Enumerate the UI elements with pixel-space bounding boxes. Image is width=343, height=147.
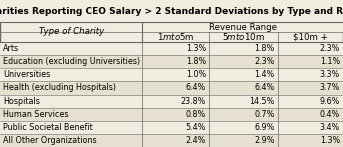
Bar: [142, 22, 343, 32]
Text: 0.8%: 0.8%: [186, 110, 206, 119]
Text: 9.6%: 9.6%: [320, 97, 340, 106]
Text: 6.9%: 6.9%: [255, 123, 275, 132]
Text: 3.4%: 3.4%: [320, 123, 340, 132]
Bar: [0, 108, 343, 121]
Text: Revenue Range: Revenue Range: [209, 22, 277, 31]
Text: 6.4%: 6.4%: [255, 83, 275, 92]
Bar: [0, 121, 343, 134]
Text: Percent of Charities Reporting CEO Salary > 2 Standard Deviations by Type and Re: Percent of Charities Reporting CEO Salar…: [0, 6, 343, 15]
Text: 2.9%: 2.9%: [254, 136, 275, 145]
Bar: [0, 68, 343, 81]
Text: $5m to $10m: $5m to $10m: [222, 31, 265, 42]
Text: Type of Charity: Type of Charity: [38, 27, 104, 36]
Bar: [0, 55, 343, 68]
Text: Universities: Universities: [3, 70, 50, 79]
Text: 2.4%: 2.4%: [186, 136, 206, 145]
Text: 1.3%: 1.3%: [186, 44, 206, 53]
Text: 1.3%: 1.3%: [320, 136, 340, 145]
Bar: [0, 0, 343, 22]
Text: 14.5%: 14.5%: [249, 97, 275, 106]
Text: 0.4%: 0.4%: [320, 110, 340, 119]
Text: 5.4%: 5.4%: [186, 123, 206, 132]
Text: 1.1%: 1.1%: [320, 57, 340, 66]
Text: 1.0%: 1.0%: [186, 70, 206, 79]
Bar: [0, 42, 343, 55]
Text: $10m +: $10m +: [293, 32, 328, 41]
Text: 3.3%: 3.3%: [320, 70, 340, 79]
Text: 1.8%: 1.8%: [255, 44, 275, 53]
Text: 3.7%: 3.7%: [320, 83, 340, 92]
Bar: [0, 134, 343, 147]
Text: Arts: Arts: [3, 44, 19, 53]
Text: Public Societal Benefit: Public Societal Benefit: [3, 123, 93, 132]
Bar: [0, 95, 343, 108]
Text: Human Services: Human Services: [3, 110, 69, 119]
Text: Hospitals: Hospitals: [3, 97, 40, 106]
Text: Health (excluding Hospitals): Health (excluding Hospitals): [3, 83, 116, 92]
Text: All Other Organizations: All Other Organizations: [3, 136, 97, 145]
Text: 6.4%: 6.4%: [186, 83, 206, 92]
Text: 23.8%: 23.8%: [181, 97, 206, 106]
Text: 1.8%: 1.8%: [186, 57, 206, 66]
Bar: [0, 81, 343, 95]
Text: 1.4%: 1.4%: [255, 70, 275, 79]
Text: 2.3%: 2.3%: [320, 44, 340, 53]
Text: $1m to $5m: $1m to $5m: [157, 31, 194, 42]
Text: Education (excluding Universities): Education (excluding Universities): [3, 57, 140, 66]
Text: 0.7%: 0.7%: [255, 110, 275, 119]
Text: 2.3%: 2.3%: [255, 57, 275, 66]
